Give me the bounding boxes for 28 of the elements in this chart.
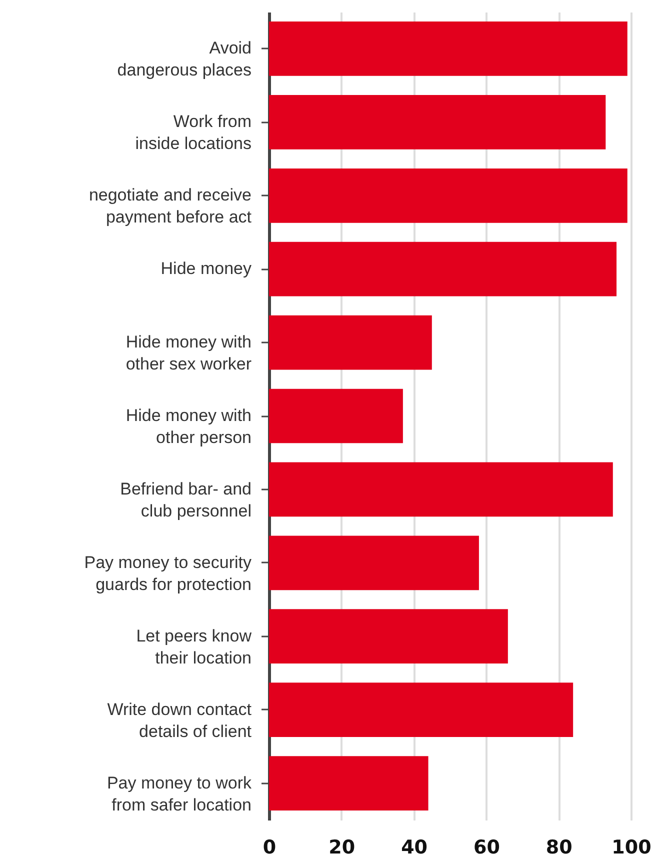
y-tick-label: Hide money with other person <box>126 406 252 447</box>
x-tick-label: 100 <box>612 836 652 858</box>
x-tick-label: 40 <box>401 836 428 858</box>
bar <box>269 22 628 76</box>
y-tick-label: negotiate and receive payment before act <box>88 186 252 227</box>
y-tick-label: Work from inside locations <box>135 112 252 154</box>
y-tick-label: Let peers know their location <box>136 626 252 668</box>
bar <box>269 315 432 370</box>
bar <box>269 168 628 223</box>
y-tick-label: Avoid dangerous places <box>117 38 252 80</box>
bar <box>269 682 574 737</box>
bar <box>269 609 508 664</box>
bar <box>269 242 617 296</box>
x-tick-label: 20 <box>328 836 356 858</box>
x-tick-label: 60 <box>473 836 500 858</box>
y-tick-label: Write down contact details of client <box>107 700 252 741</box>
bar <box>269 756 428 810</box>
y-tick-label: Pay money to security guards for protection <box>84 552 252 594</box>
y-tick-label: Hide money with other sex worker <box>126 332 252 374</box>
y-tick-label: Befriend bar- and club personnel <box>120 479 252 520</box>
bar <box>269 536 479 590</box>
bar <box>269 462 613 517</box>
y-tick-label: Hide money <box>160 259 252 278</box>
y-tick-label: Pay money to work from safer location <box>106 773 252 814</box>
bar <box>269 95 606 150</box>
bar <box>269 388 403 444</box>
x-tick-label: 80 <box>546 836 572 858</box>
x-tick-label: 0 <box>262 836 276 858</box>
